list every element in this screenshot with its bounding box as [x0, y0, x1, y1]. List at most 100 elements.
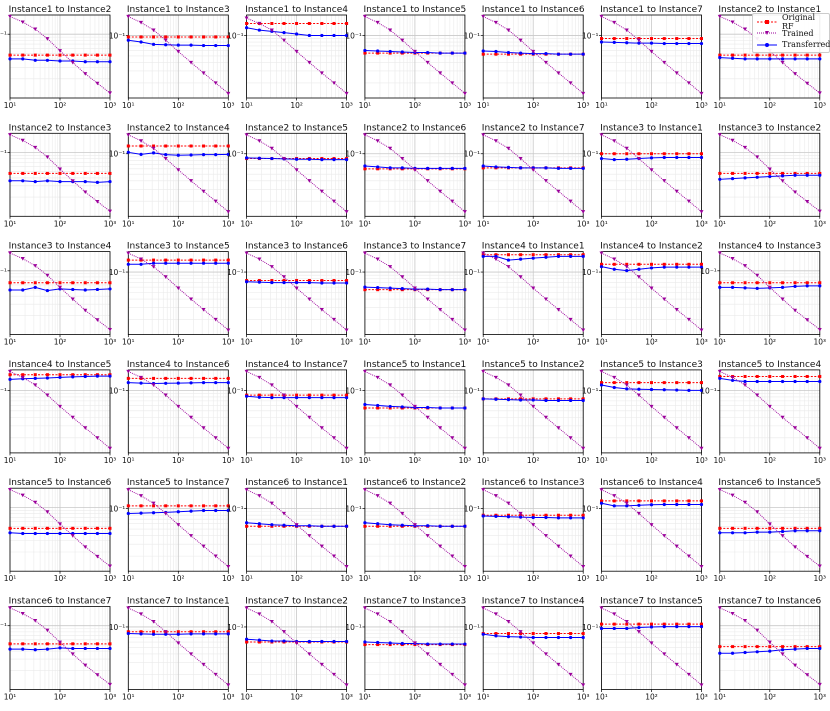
- series-trained-line: [483, 607, 584, 686]
- series-original-point: [731, 171, 735, 175]
- series-trained-point: [388, 146, 393, 151]
- series-transferred-point: [494, 514, 498, 518]
- series-original-point: [793, 645, 797, 649]
- panel: Instance4 to Instance5 10¹ 10² 10³ 10⁻¹: [0, 360, 116, 465]
- series-original-point: [202, 144, 206, 148]
- series-transferred-point: [282, 639, 286, 643]
- series-trained-point: [568, 317, 573, 322]
- series-original-point: [718, 526, 722, 530]
- panel-title: Instance6 to Instance7: [9, 597, 112, 607]
- series-transferred-point: [226, 43, 230, 48]
- panel: Instance3 to Instance4 10¹ 10² 10³ 10⁻¹: [0, 242, 116, 347]
- series-trained-point: [568, 199, 573, 204]
- series-original-point: [743, 281, 747, 285]
- series-transferred-point: [625, 269, 629, 273]
- series-original-point: [257, 524, 261, 528]
- series-trained-point: [151, 265, 156, 269]
- series-trained-point: [95, 554, 100, 559]
- series-trained-line: [483, 134, 584, 213]
- series-original-point: [781, 374, 785, 378]
- series-trained-point: [780, 60, 785, 65]
- series-trained-point: [649, 523, 654, 527]
- series-transferred-point: [245, 280, 249, 284]
- series-transferred-point: [282, 523, 286, 527]
- series-trained-point: [493, 494, 498, 498]
- series-original-point: [481, 166, 485, 170]
- series-trained-point: [767, 640, 772, 645]
- x-tick-label: 10¹: [714, 219, 727, 228]
- series-transferred-point: [201, 632, 206, 636]
- series-transferred-point: [164, 632, 168, 636]
- series-transferred-point: [363, 164, 367, 168]
- series-original-point: [214, 630, 218, 634]
- x-tick-label: 10³: [104, 338, 117, 347]
- series-trained-point: [543, 60, 548, 65]
- x-tick-label: 10²: [172, 219, 185, 228]
- series-trained-point: [226, 210, 231, 214]
- series-transferred-point: [818, 379, 822, 384]
- series-transferred-point: [612, 626, 616, 631]
- series-transferred-point: [463, 642, 467, 646]
- series-original-point: [71, 53, 75, 57]
- series-original-point: [637, 622, 641, 626]
- series-trained-point: [400, 275, 405, 279]
- x-tick-label: 10²: [172, 693, 185, 702]
- series-original-point: [214, 258, 218, 262]
- series-original-point: [139, 630, 143, 634]
- panel: Instance2 to Instance5 10¹ 10² 10³ 10⁻¹: [227, 123, 353, 228]
- series-transferred-point: [699, 265, 704, 269]
- x-tick-label: 10¹: [240, 574, 253, 583]
- series-original-point: [345, 279, 349, 283]
- series-transferred-point: [494, 165, 498, 169]
- series-transferred-point: [400, 405, 404, 409]
- series-transferred-point: [556, 254, 561, 258]
- series-trained-point: [319, 544, 324, 549]
- x-tick-label: 10¹: [477, 219, 490, 228]
- series-trained-point: [543, 415, 548, 420]
- series-trained-point: [624, 383, 629, 387]
- series-transferred-point: [376, 286, 380, 290]
- series-original-point: [781, 645, 785, 649]
- series-original-point: [332, 21, 336, 25]
- panel-title: Instance1 to Instance3: [127, 5, 230, 15]
- series-trained-line: [364, 607, 466, 686]
- series-trained-line: [364, 252, 466, 331]
- series-original-point: [126, 144, 130, 148]
- series-trained-point: [612, 139, 617, 143]
- panel: Instance3 to Instance6 10¹ 10² 10³ 10⁻¹: [227, 242, 353, 347]
- series-transferred-point: [519, 635, 523, 639]
- series-trained-point: [662, 60, 667, 65]
- y-tick-label: 10⁻¹: [700, 386, 717, 395]
- series-original-point: [376, 643, 380, 647]
- series-trained-point: [33, 264, 38, 268]
- series-original-point: [718, 171, 722, 175]
- series-transferred-point: [531, 635, 535, 640]
- series-trained-point: [518, 511, 523, 516]
- series-original-point: [139, 35, 143, 39]
- series-original-point: [245, 21, 249, 25]
- panel: Instance6 to Instance1 10¹ 10² 10³ 10⁻¹: [227, 478, 353, 583]
- series-trained-point: [269, 265, 274, 269]
- series-transferred-point: [755, 650, 759, 654]
- series-trained-point: [481, 488, 486, 492]
- series-transferred-point: [637, 503, 641, 507]
- series-trained-point: [556, 662, 561, 667]
- series-trained-point: [95, 81, 100, 86]
- series-trained-point: [8, 251, 12, 256]
- series-original-point: [71, 373, 75, 377]
- series-transferred-point: [320, 281, 324, 285]
- x-tick-label: 10¹: [122, 574, 135, 583]
- series-original-point: [307, 21, 311, 25]
- series-original-point: [793, 526, 797, 530]
- series-trained-point: [257, 375, 262, 380]
- series-transferred-point: [95, 531, 100, 536]
- legend-item-original: Original RF: [756, 13, 829, 31]
- series-trained-point: [755, 628, 760, 633]
- x-tick-label: 10³: [577, 693, 590, 702]
- series-transferred-point: [569, 166, 573, 170]
- series-transferred-point: [214, 632, 218, 636]
- series-transferred-point: [544, 255, 548, 259]
- series-transferred-point: [108, 531, 112, 536]
- series-trained-point: [375, 257, 380, 262]
- panel: Instance6 to Instance2 10¹ 10² 10³ 10⁻¹: [345, 478, 471, 583]
